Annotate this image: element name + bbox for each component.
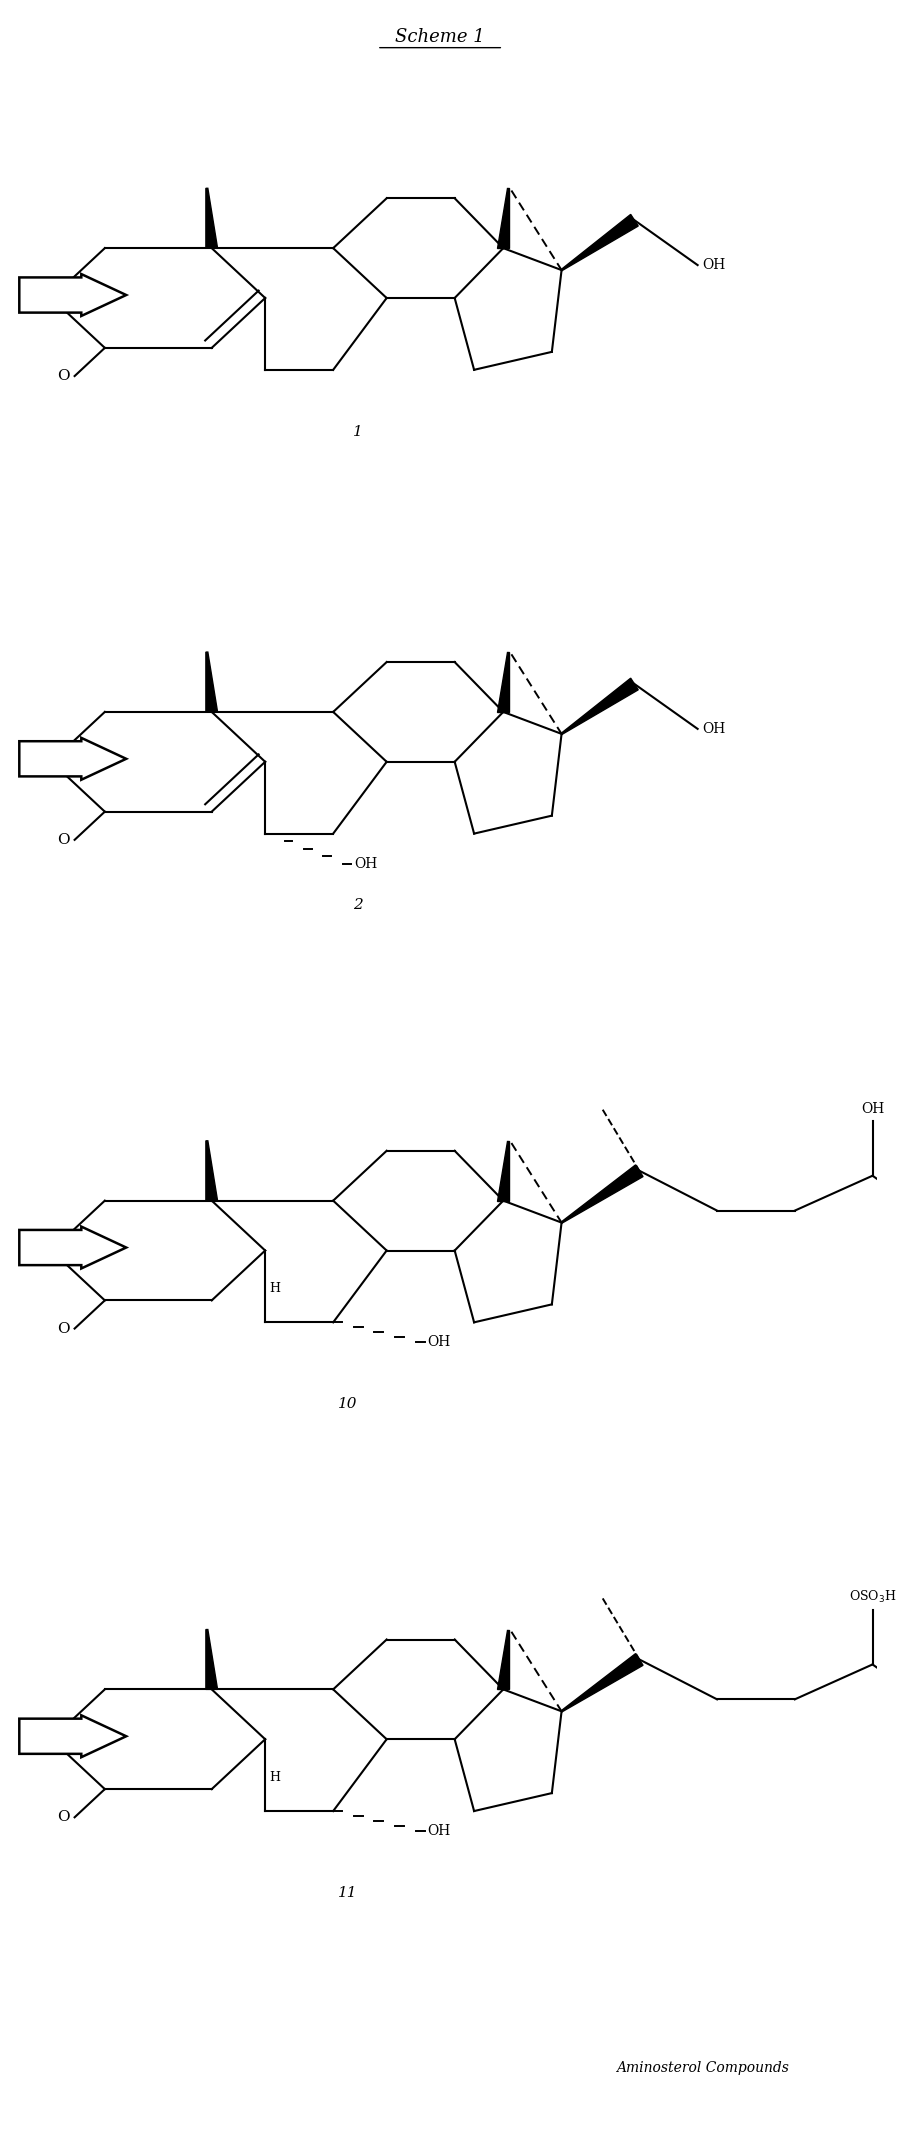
Text: 11: 11 <box>338 1886 357 1901</box>
Text: OH: OH <box>355 857 378 870</box>
Text: 10: 10 <box>338 1397 357 1412</box>
Polygon shape <box>498 188 509 247</box>
Polygon shape <box>19 1226 126 1269</box>
Polygon shape <box>562 1653 643 1713</box>
Polygon shape <box>19 273 126 316</box>
Polygon shape <box>19 1715 126 1758</box>
Text: H: H <box>269 1770 281 1783</box>
Text: OH: OH <box>861 1103 884 1116</box>
Text: O: O <box>57 1322 70 1335</box>
Text: OH: OH <box>703 258 725 273</box>
Polygon shape <box>498 1141 509 1201</box>
Text: OH: OH <box>428 1824 451 1839</box>
Polygon shape <box>562 215 638 271</box>
Text: H: H <box>269 1282 281 1295</box>
Polygon shape <box>562 678 638 734</box>
Text: Aminosterol Compounds: Aminosterol Compounds <box>616 2060 789 2075</box>
Text: OH: OH <box>703 721 725 736</box>
Text: O: O <box>57 1811 70 1824</box>
Polygon shape <box>498 653 509 712</box>
Polygon shape <box>206 188 218 247</box>
Text: 1: 1 <box>353 424 363 439</box>
Polygon shape <box>206 1141 218 1201</box>
Text: OH: OH <box>428 1335 451 1350</box>
Text: O: O <box>57 832 70 847</box>
Polygon shape <box>206 1630 218 1689</box>
Text: Scheme 1: Scheme 1 <box>395 28 485 45</box>
Polygon shape <box>562 1165 643 1222</box>
Polygon shape <box>19 738 126 781</box>
Text: O: O <box>57 369 70 384</box>
Text: OSO$_3$H: OSO$_3$H <box>849 1589 896 1604</box>
Polygon shape <box>498 1630 509 1689</box>
Polygon shape <box>206 653 218 712</box>
Text: 2: 2 <box>353 898 363 913</box>
